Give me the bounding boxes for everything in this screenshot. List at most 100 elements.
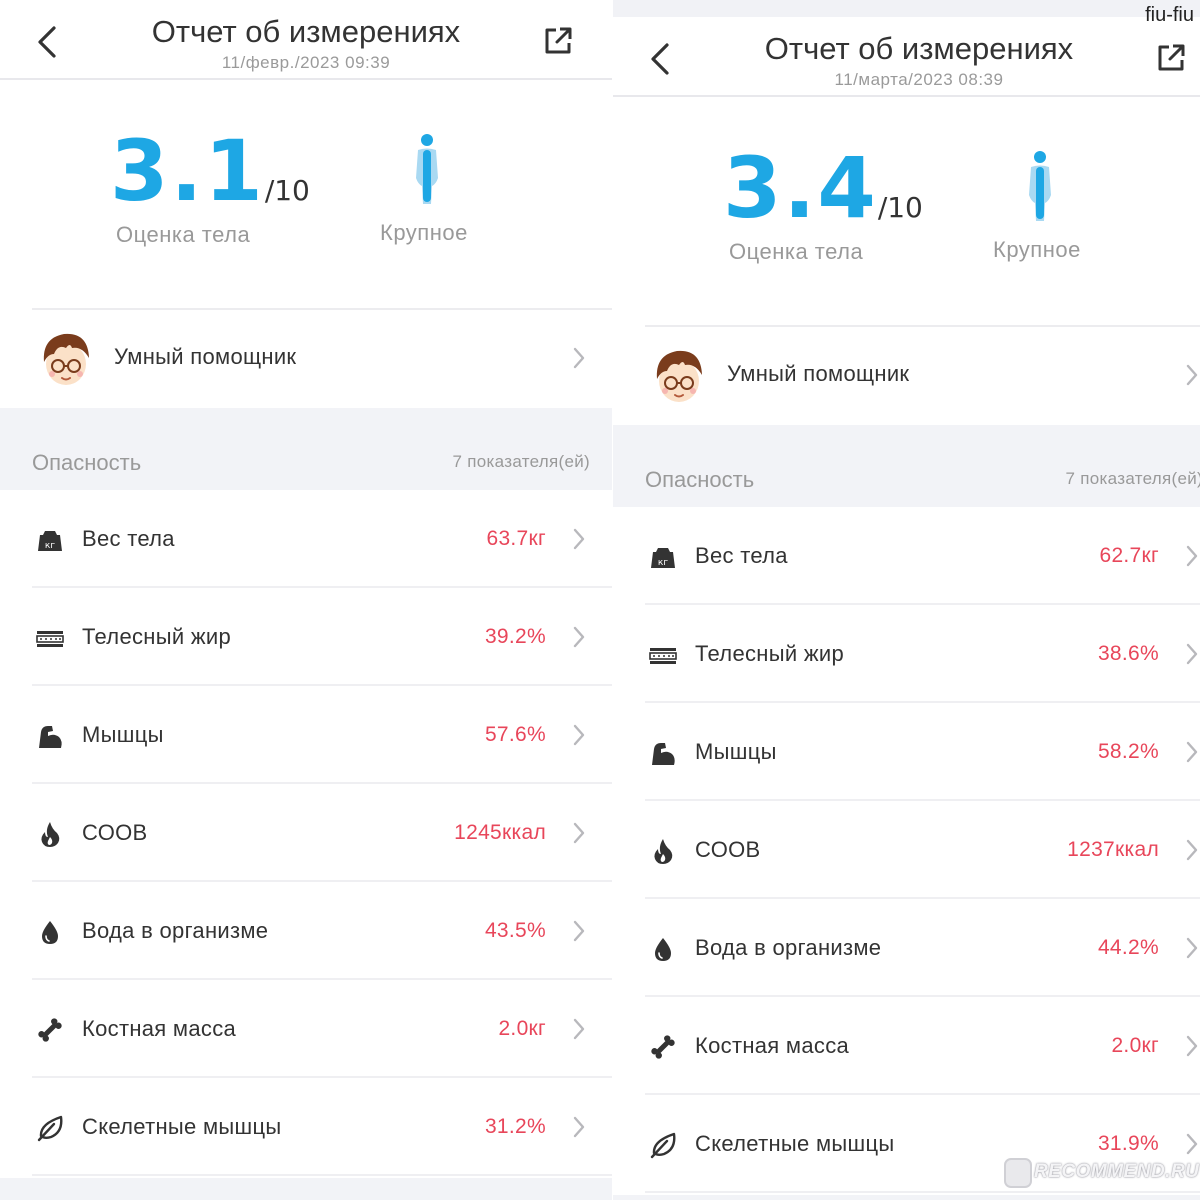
row-divider [645,701,1200,703]
metric-value: 31.9% [1097,1132,1159,1155]
chevron-right-icon [1186,937,1198,959]
author-watermark: fiu-fiu [1145,4,1194,26]
chevron-right-icon [573,1116,585,1138]
metric-label: Костная масса [82,1016,237,1041]
metric-row[interactable]: кг Вес тела 63.7кг [0,490,612,588]
page-title: Отчет об измерениях [151,14,461,49]
chevron-right-icon [573,822,585,844]
metric-row[interactable]: Костная масса 2.0кг [0,980,612,1078]
assistant-avatar [656,350,702,402]
row-divider [645,1191,1200,1193]
body-score: 3.4/10 [723,139,923,237]
metric-value: 58.2% [1097,740,1159,763]
metric-row[interactable]: Телесный жир 38.6% [613,605,1200,703]
metric-row[interactable]: СООВ 1245ккал [0,784,612,882]
chevron-right-icon [1186,1035,1198,1057]
metric-row[interactable]: Костная масса 2.0кг [613,997,1200,1095]
body-type-label: Крупное [380,220,468,245]
body-score: 3.1/10 [110,122,310,220]
measurement-date: 11/февр./2023 09:39 [221,53,391,72]
metric-value: 39.2% [484,625,546,648]
chevron-right-icon [1186,545,1198,567]
metric-row[interactable]: Скелетные мышцы 31.2% [0,1078,612,1176]
share-icon[interactable] [1155,42,1187,74]
metric-value: 57.6% [484,723,546,746]
body-type-label: Крупное [993,237,1081,262]
metric-label: Вес тела [82,526,175,551]
metric-value: 43.5% [484,919,546,942]
body-score-label: Оценка тела [729,239,864,264]
page-title: Отчет об измерениях [764,31,1074,66]
body-score-card: 3.4/10 Оценка тела Крупное [613,97,1200,325]
row-divider [32,586,612,588]
metric-row[interactable]: Скелетные мышцы 31.9% [613,1095,1200,1193]
water-drop-icon [42,921,58,944]
metric-label: Вода в организме [82,918,269,943]
body-score-card: 3.1/10 Оценка тела Крупное [0,80,612,308]
chevron-right-icon [573,920,585,942]
metric-row[interactable]: Мышцы 58.2% [613,703,1200,801]
metric-value: 2.0кг [498,1017,546,1040]
bone-icon [38,1018,62,1042]
row-divider [645,1093,1200,1095]
svg-text:кг: кг [45,541,55,551]
row-divider [32,782,612,784]
share-icon[interactable] [542,25,574,57]
metric-value: 2.0кг [1111,1034,1159,1057]
back-arrow-icon[interactable] [34,22,60,62]
metrics-list: кг Вес тела 63.7кг Телесный жир 39.2% Мы… [0,490,612,1178]
row-divider [645,799,1200,801]
row-divider [32,1174,612,1176]
site-logo-icon [1004,1158,1032,1188]
metric-row[interactable]: Вода в организме 43.5% [0,882,612,980]
flame-icon [41,822,60,847]
risk-section-header: Опасность 7 показателя(ей) [613,425,1200,507]
metric-row[interactable]: Мышцы 57.6% [0,686,612,784]
measurement-date: 11/марта/2023 08:39 [834,70,1004,89]
site-watermark-text: RECOMMEND.RU [1034,1161,1200,1182]
row-divider [32,1076,612,1078]
report-header: Отчет об измерениях 11/февр./2023 09:39 [0,0,612,80]
chevron-right-icon [1186,839,1198,861]
metric-value: 31.2% [484,1115,546,1138]
chevron-right-icon [573,1018,585,1040]
metric-label: Скелетные мышцы [695,1131,895,1156]
smart-assistant-row[interactable]: Умный помощник [0,308,612,408]
muscle-icon [39,726,62,748]
row-divider [32,978,612,980]
body-score-max: /10 [877,191,923,224]
metric-value: 1237ккал [1067,838,1159,861]
section-title: Опасность [645,467,755,492]
metric-label: Телесный жир [82,624,231,649]
assistant-label: Умный помощник [727,361,910,386]
weight-icon: кг [651,548,675,568]
weight-icon: кг [38,531,62,551]
row-divider [32,684,612,686]
report-panel-march: Отчет об измерениях 11/марта/2023 08:39 … [613,17,1200,1200]
svg-text:кг: кг [658,558,668,568]
metric-label: Мышцы [82,722,164,747]
row-divider [645,995,1200,997]
body-figure-icon [1029,151,1051,221]
site-watermark: RECOMMEND.RU [1004,1154,1199,1192]
metric-row[interactable]: Вода в организме 44.2% [613,899,1200,997]
metric-row[interactable]: СООВ 1237ккал [613,801,1200,899]
back-arrow-icon[interactable] [647,39,673,79]
metric-label: СООВ [82,820,148,845]
water-drop-icon [655,938,671,961]
metric-label: Костная масса [695,1033,850,1058]
risk-section-header: Опасность 7 показателя(ей) [0,408,612,490]
metric-row[interactable]: Телесный жир 39.2% [0,588,612,686]
leaf-icon [650,1132,676,1159]
metric-label: Телесный жир [695,641,844,666]
assistant-label: Умный помощник [114,344,297,369]
row-divider [32,880,612,882]
metrics-list: кг Вес тела 62.7кг Телесный жир 38.6% Мы… [613,507,1200,1195]
row-divider [32,308,612,310]
indicator-count: 7 показателя(ей) [452,452,590,471]
chevron-right-icon [573,724,585,746]
smart-assistant-row[interactable]: Умный помощник [613,325,1200,425]
flame-icon [654,839,673,864]
section-title: Опасность [32,450,142,475]
metric-row[interactable]: кг Вес тела 62.7кг [613,507,1200,605]
